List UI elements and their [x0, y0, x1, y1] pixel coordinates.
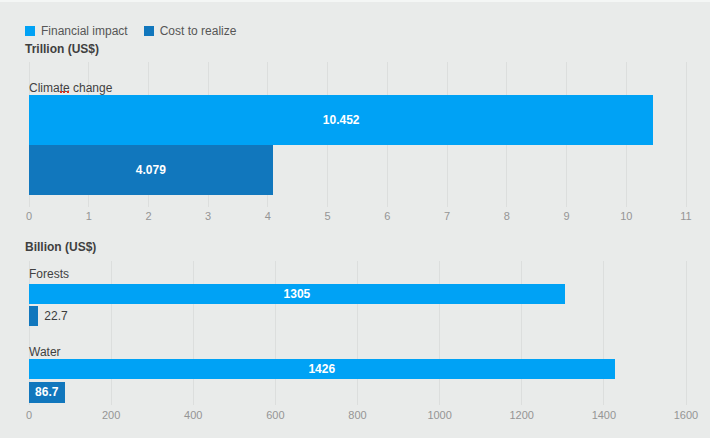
axis-tick-label: 7	[422, 210, 472, 222]
axis-tick-label: 0	[4, 409, 54, 421]
axis-tick-label: 9	[542, 210, 592, 222]
bar-value-label: 1426	[29, 359, 615, 379]
bar-value-label: 86.7	[29, 382, 65, 403]
axis-tick-label: 800	[333, 409, 383, 421]
axis-tick-label: 5	[303, 210, 353, 222]
axis-tick-label: 1200	[497, 409, 547, 421]
axis-tick-label: 200	[86, 409, 136, 421]
axis-tick-label: 10	[601, 210, 651, 222]
bar-value-label: 10.452	[29, 95, 653, 145]
plot-area: 01234567891011Climate change10.4524.0790…	[0, 2, 710, 438]
axis-tick-label: 1600	[661, 409, 710, 421]
axis-tick-label: 2	[123, 210, 173, 222]
category-label: Forests	[29, 267, 69, 281]
bar-cost-to-realize	[29, 306, 38, 326]
category-label: Water	[29, 345, 61, 359]
gridline	[193, 261, 194, 405]
axis-tick-label: 600	[250, 409, 300, 421]
bar-value-label: 1305	[29, 284, 565, 304]
axis-tick-label: 3	[183, 210, 233, 222]
gridline	[603, 261, 604, 405]
axis-tick-label: 1400	[579, 409, 629, 421]
gridline	[686, 62, 687, 207]
spellcheck-squiggle-icon	[60, 91, 69, 93]
axis-tick-label: 1	[64, 210, 114, 222]
axis-tick-label: 1000	[415, 409, 465, 421]
bar-value-label: 4.079	[29, 145, 273, 195]
gridline	[439, 261, 440, 405]
gridline	[357, 261, 358, 405]
category-label: Climate change	[29, 81, 112, 95]
axis-tick-label: 0	[4, 210, 54, 222]
bar-value-label: 22.7	[44, 306, 67, 326]
axis-tick-label: 4	[243, 210, 293, 222]
axis-tick-label: 6	[362, 210, 412, 222]
gridline	[275, 261, 276, 405]
gridline	[111, 261, 112, 405]
gridline	[686, 261, 687, 405]
impact-cost-chart: Financial impact Cost to realize Trillio…	[0, 0, 710, 438]
axis-tick-label: 8	[482, 210, 532, 222]
axis-tick-label: 11	[661, 210, 710, 222]
gridline	[521, 261, 522, 405]
axis-tick-label: 400	[168, 409, 218, 421]
